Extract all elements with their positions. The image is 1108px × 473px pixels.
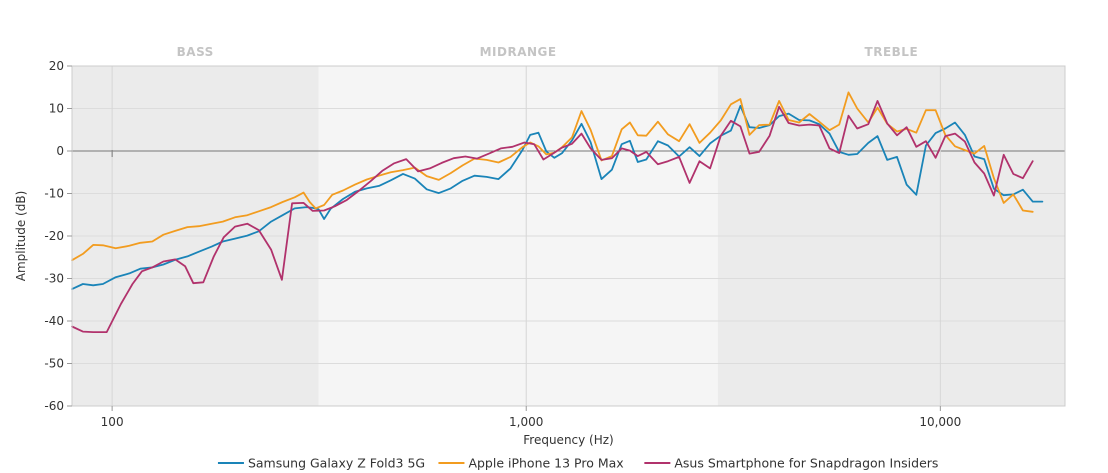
series-line-1 [71, 91, 1034, 262]
band-label-bass: BASS [177, 45, 214, 59]
y-tick-label: -50 [44, 357, 64, 371]
legend-item-1[interactable]: Apple iPhone 13 Pro Max [438, 456, 624, 471]
y-tick-label: 10 [49, 102, 64, 116]
y-tick-label: -10 [44, 187, 64, 201]
legend-item-0[interactable]: Samsung Galaxy Z Fold3 5G [217, 456, 425, 471]
band-labels: BASS MIDRANGE TREBLE [177, 45, 919, 59]
band-label-midrange: MIDRANGE [480, 45, 557, 59]
x-axis-title: Frequency (Hz) [523, 433, 614, 447]
legend-item-2[interactable]: Asus Smartphone for Snapdragon Insiders [644, 456, 938, 471]
band-label-treble: TREBLE [865, 45, 919, 59]
series-line-2 [71, 100, 1034, 333]
y-axis-title: Amplitude (dB) [14, 191, 28, 282]
x-tick-label: 1,000 [509, 415, 543, 429]
legend-label: Asus Smartphone for Snapdragon Insiders [674, 456, 938, 471]
legend-label: Apple iPhone 13 Pro Max [468, 456, 623, 471]
y-tick-label: -40 [44, 314, 64, 328]
series-lines [71, 91, 1044, 333]
y-tick-label: 0 [56, 144, 64, 158]
y-tick-label: -20 [44, 229, 64, 243]
y-tick-label: -30 [44, 272, 64, 286]
series-line-0 [71, 105, 1044, 290]
x-tick-label: 100 [101, 415, 124, 429]
y-tick-label: -60 [44, 399, 64, 413]
legend[interactable]: Samsung Galaxy Z Fold3 5G Apple iPhone 13… [217, 456, 938, 471]
x-tick-label: 10,000 [919, 415, 961, 429]
legend-label: Samsung Galaxy Z Fold3 5G [248, 456, 425, 471]
y-tick-label: 20 [49, 59, 64, 73]
